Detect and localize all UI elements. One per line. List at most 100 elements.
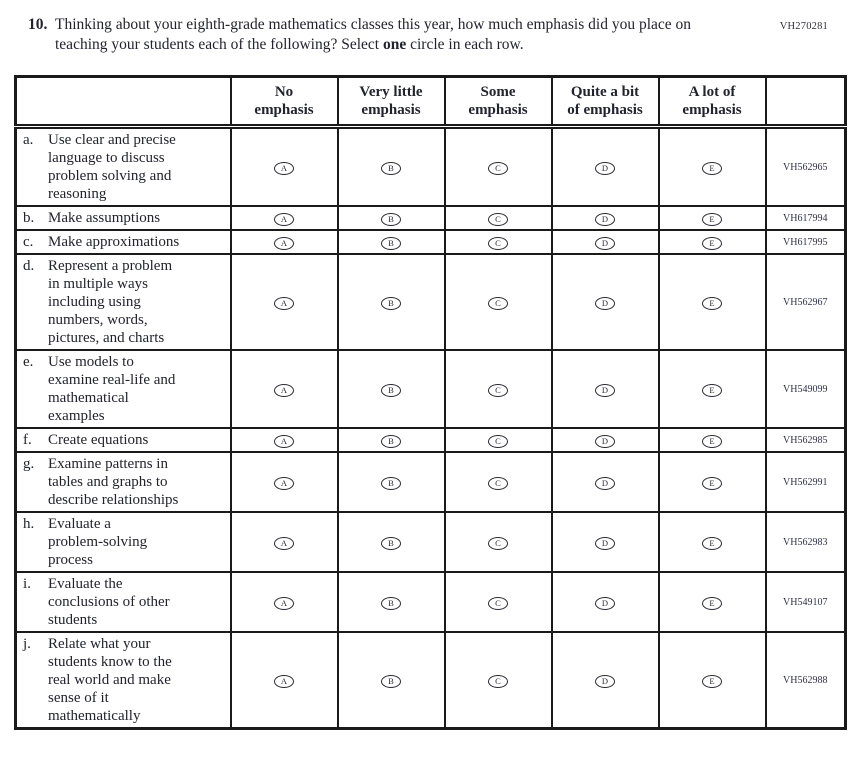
option-bubble-e[interactable]: E (702, 536, 722, 550)
table-row: h. Evaluate a problem-solving process A B… (14, 511, 847, 573)
row-item-letter: b. (23, 210, 35, 226)
row-label-column-header (14, 75, 232, 129)
row-code: VH617995 (764, 229, 847, 255)
question-text-tail: circle in each row. (406, 36, 524, 53)
option-bubble-a[interactable]: A (274, 383, 294, 397)
code-column-header (764, 75, 847, 129)
row-item-letter: h. (23, 516, 35, 532)
row-code: VH562991 (764, 451, 847, 513)
row-label: Use clear and precise language to discus… (48, 132, 176, 202)
page-code: VH270281 (779, 21, 828, 32)
option-bubble-b[interactable]: B (381, 236, 401, 250)
row-item-letter: e. (23, 354, 34, 370)
row-label: Evaluate the conclusions of other studen… (48, 576, 170, 628)
table-row: g. Examine patterns in tables and graphs … (14, 451, 847, 513)
row-code: VH562965 (764, 125, 847, 207)
row-label: Examine patterns in tables and graphs to… (48, 456, 179, 508)
table-row: i. Evaluate the conclusions of other stud… (14, 571, 847, 633)
option-bubble-a[interactable]: A (274, 596, 294, 610)
table-row: c. Make approximations A B C D E VH617995 (14, 229, 847, 255)
option-bubble-e[interactable]: E (702, 236, 722, 250)
row-label: Make approximations (48, 234, 180, 250)
table-row: a. Use clear and precise language to disc… (14, 125, 847, 207)
row-label: Create equations (48, 432, 149, 448)
option-bubble-c[interactable]: C (488, 212, 508, 226)
option-bubble-b[interactable]: B (381, 536, 401, 550)
option-bubble-c[interactable]: C (488, 236, 508, 250)
option-bubble-b[interactable]: B (381, 434, 401, 448)
row-item-letter: i. (23, 576, 31, 592)
table-row: e. Use models to examine real-life and ma… (14, 349, 847, 429)
option-bubble-a[interactable]: A (274, 536, 294, 550)
option-bubble-a[interactable]: A (274, 236, 294, 250)
row-label: Evaluate a problem-solving process (48, 516, 148, 568)
row-label: Make assumptions (48, 210, 161, 226)
option-bubble-d[interactable]: D (595, 161, 615, 175)
table-row: b. Make assumptions A B C D E VH617994 (14, 205, 847, 231)
option-bubble-d[interactable]: D (595, 434, 615, 448)
option-bubble-e[interactable]: E (702, 596, 722, 610)
question-text-lead: Thinking about your eighth-grade mathema… (55, 16, 692, 53)
option-bubble-a[interactable]: A (274, 476, 294, 490)
option-bubble-e[interactable]: E (702, 434, 722, 448)
option-bubble-d[interactable]: D (595, 236, 615, 250)
option-bubble-d[interactable]: D (595, 596, 615, 610)
option-bubble-d[interactable]: D (595, 383, 615, 397)
row-label: Relate what your students know to the re… (48, 636, 172, 724)
option-bubble-a[interactable]: A (274, 212, 294, 226)
column-header-very-little-emphasis: Very little emphasis (336, 75, 446, 129)
option-bubble-c[interactable]: C (488, 296, 508, 310)
option-bubble-d[interactable]: D (595, 296, 615, 310)
header-row: No emphasis Very little emphasis Some em… (14, 75, 847, 129)
option-bubble-c[interactable]: C (488, 383, 508, 397)
option-bubble-b[interactable]: B (381, 674, 401, 688)
question-block: 10. Thinking about your eighth-grade mat… (28, 15, 858, 55)
column-header-no-emphasis: No emphasis (229, 75, 339, 129)
column-header-some-emphasis: Some emphasis (443, 75, 553, 129)
option-bubble-c[interactable]: C (488, 476, 508, 490)
option-bubble-a[interactable]: A (274, 296, 294, 310)
option-bubble-b[interactable]: B (381, 596, 401, 610)
option-bubble-e[interactable]: E (702, 476, 722, 490)
option-bubble-e[interactable]: E (702, 674, 722, 688)
option-bubble-d[interactable]: D (595, 212, 615, 226)
row-code: VH562983 (764, 511, 847, 573)
row-item-letter: d. (23, 258, 35, 274)
option-bubble-d[interactable]: D (595, 476, 615, 490)
option-bubble-c[interactable]: C (488, 596, 508, 610)
column-header-a-lot-of-emphasis: A lot of emphasis (657, 75, 767, 129)
row-item-letter: a. (23, 132, 34, 148)
row-item-letter: f. (23, 432, 32, 448)
row-item-letter: g. (23, 456, 35, 472)
option-bubble-e[interactable]: E (702, 212, 722, 226)
option-bubble-b[interactable]: B (381, 476, 401, 490)
column-header-quite-a-bit-of-emphasis: Quite a bit of emphasis (550, 75, 660, 129)
option-bubble-b[interactable]: B (381, 383, 401, 397)
row-label: Use models to examine real-life and math… (48, 354, 176, 424)
option-bubble-e[interactable]: E (702, 161, 722, 175)
option-bubble-d[interactable]: D (595, 674, 615, 688)
question-text-bold: one (382, 36, 407, 53)
option-bubble-b[interactable]: B (381, 212, 401, 226)
table-row: f. Create equations A B C D E VH562985 (14, 427, 847, 453)
option-bubble-c[interactable]: C (488, 536, 508, 550)
table-row: j. Relate what your students know to the … (14, 631, 847, 730)
option-bubble-c[interactable]: C (488, 161, 508, 175)
option-bubble-e[interactable]: E (702, 296, 722, 310)
option-bubble-b[interactable]: B (381, 161, 401, 175)
row-item-letter: c. (23, 234, 34, 250)
option-bubble-a[interactable]: A (274, 161, 294, 175)
question-number: 10. (28, 16, 48, 33)
table-row: d. Represent a problem in multiple ways i… (14, 253, 847, 351)
row-code: VH617994 (764, 205, 847, 231)
row-code: VH549099 (764, 349, 847, 429)
option-bubble-a[interactable]: A (274, 434, 294, 448)
row-code: VH562967 (764, 253, 847, 351)
emphasis-table: No emphasis Very little emphasis Some em… (14, 75, 847, 730)
option-bubble-b[interactable]: B (381, 296, 401, 310)
option-bubble-d[interactable]: D (595, 536, 615, 550)
option-bubble-c[interactable]: C (488, 434, 508, 448)
option-bubble-a[interactable]: A (274, 674, 294, 688)
option-bubble-c[interactable]: C (488, 674, 508, 688)
option-bubble-e[interactable]: E (702, 383, 722, 397)
